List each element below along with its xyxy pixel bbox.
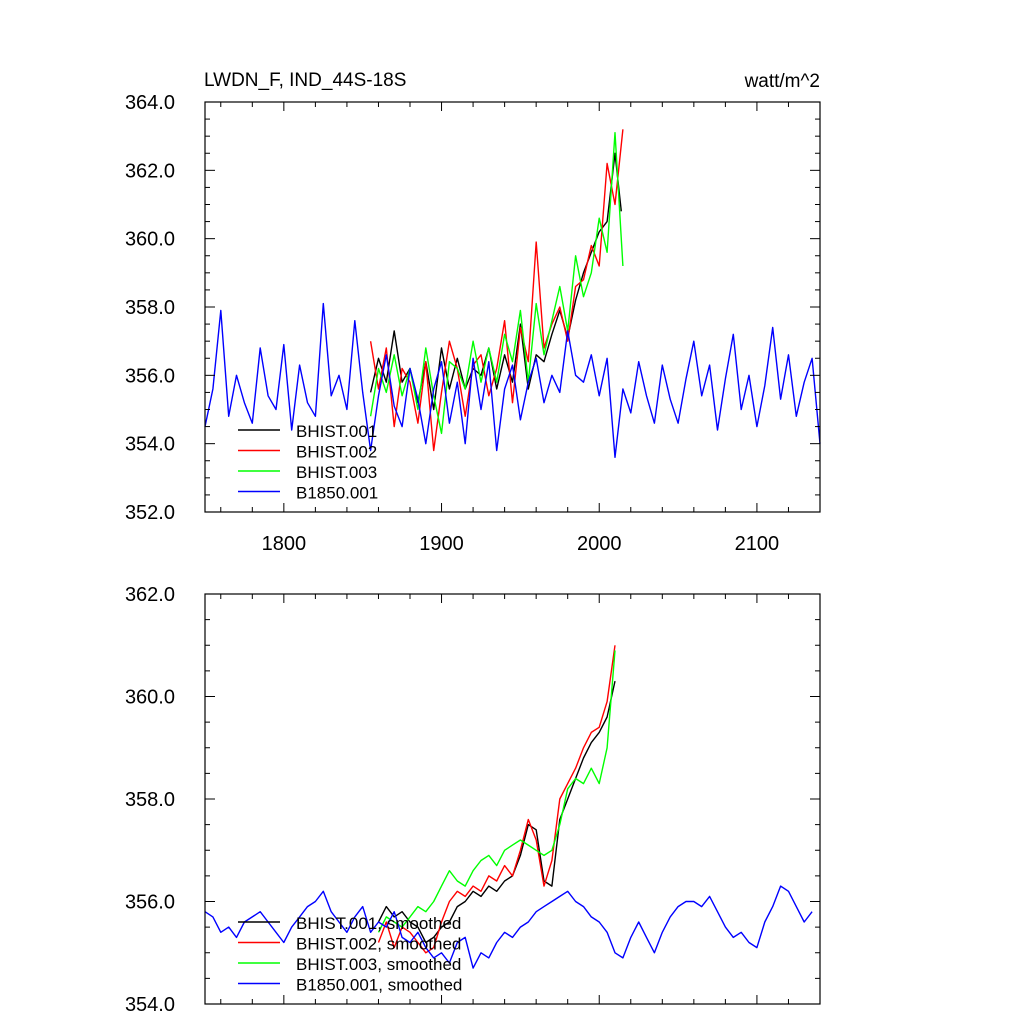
y-tick-label: 358.0: [125, 297, 175, 319]
y-tick-label: 354.0: [125, 994, 175, 1016]
y-tick-label: 354.0: [125, 434, 175, 456]
y-tick-label: 356.0: [125, 892, 175, 914]
legend-label-2: BHIST.003, smoothed: [296, 955, 461, 974]
x-tick-label: 1900: [419, 533, 464, 555]
series-line-2: [377, 650, 616, 933]
panel-bottom: 354.0 356.0 358.0 360.0 362.0 BHIST.001, smo…: [125, 584, 821, 1016]
y-tick-label: 360.0: [125, 229, 175, 251]
legend-label-0: BHIST.001: [296, 422, 377, 441]
legend-label-0: BHIST.001, smoothed: [296, 914, 461, 933]
title-left: LWDN_F, IND_44S-18S: [204, 70, 406, 91]
tick-layer-top: 1800 1900 2000 2100 352.0 354.0 356.0 358.0 360.…: [125, 92, 821, 555]
series-line-2: [369, 131, 624, 435]
plot-frame-top: [204, 101, 821, 513]
x-tick-label: 2000: [577, 533, 622, 555]
y-tick-label: 352.0: [125, 502, 175, 524]
x-tick-label: 2100: [735, 533, 780, 555]
legend-label-3: B1850.001: [296, 484, 378, 503]
series-line-1: [377, 645, 616, 954]
legend-label-3: B1850.001, smoothed: [296, 976, 462, 995]
legend-bottom: BHIST.001, smoothed BHIST.002, smoothedBH…: [238, 914, 462, 995]
series-line-3: [204, 302, 821, 458]
y-tick-label: 360.0: [125, 687, 175, 709]
plot-frame-bottom: [204, 593, 821, 1005]
legend-label-1: BHIST.002, smoothed: [296, 935, 461, 954]
series-layer-bottom: [204, 645, 813, 969]
y-tick-label: 364.0: [125, 92, 175, 114]
title-right-units: watt/m^2: [744, 71, 820, 92]
legend-label-1: BHIST.002: [296, 443, 377, 462]
x-tick-label: 1800: [262, 533, 307, 555]
legend-label-2: BHIST.003: [296, 463, 377, 482]
series-layer-top: [204, 129, 821, 458]
y-tick-label: 362.0: [125, 160, 175, 182]
panel-top: LWDN_F, IND_44S-18S watt/m^2 1800 1900 200…: [125, 70, 821, 555]
y-tick-label: 362.0: [125, 584, 175, 606]
y-tick-label: 356.0: [125, 365, 175, 387]
tick-layer-bottom: 354.0 356.0 358.0 360.0 362.0: [125, 584, 821, 1016]
series-line-3: [204, 885, 813, 969]
y-tick-label: 358.0: [125, 789, 175, 811]
